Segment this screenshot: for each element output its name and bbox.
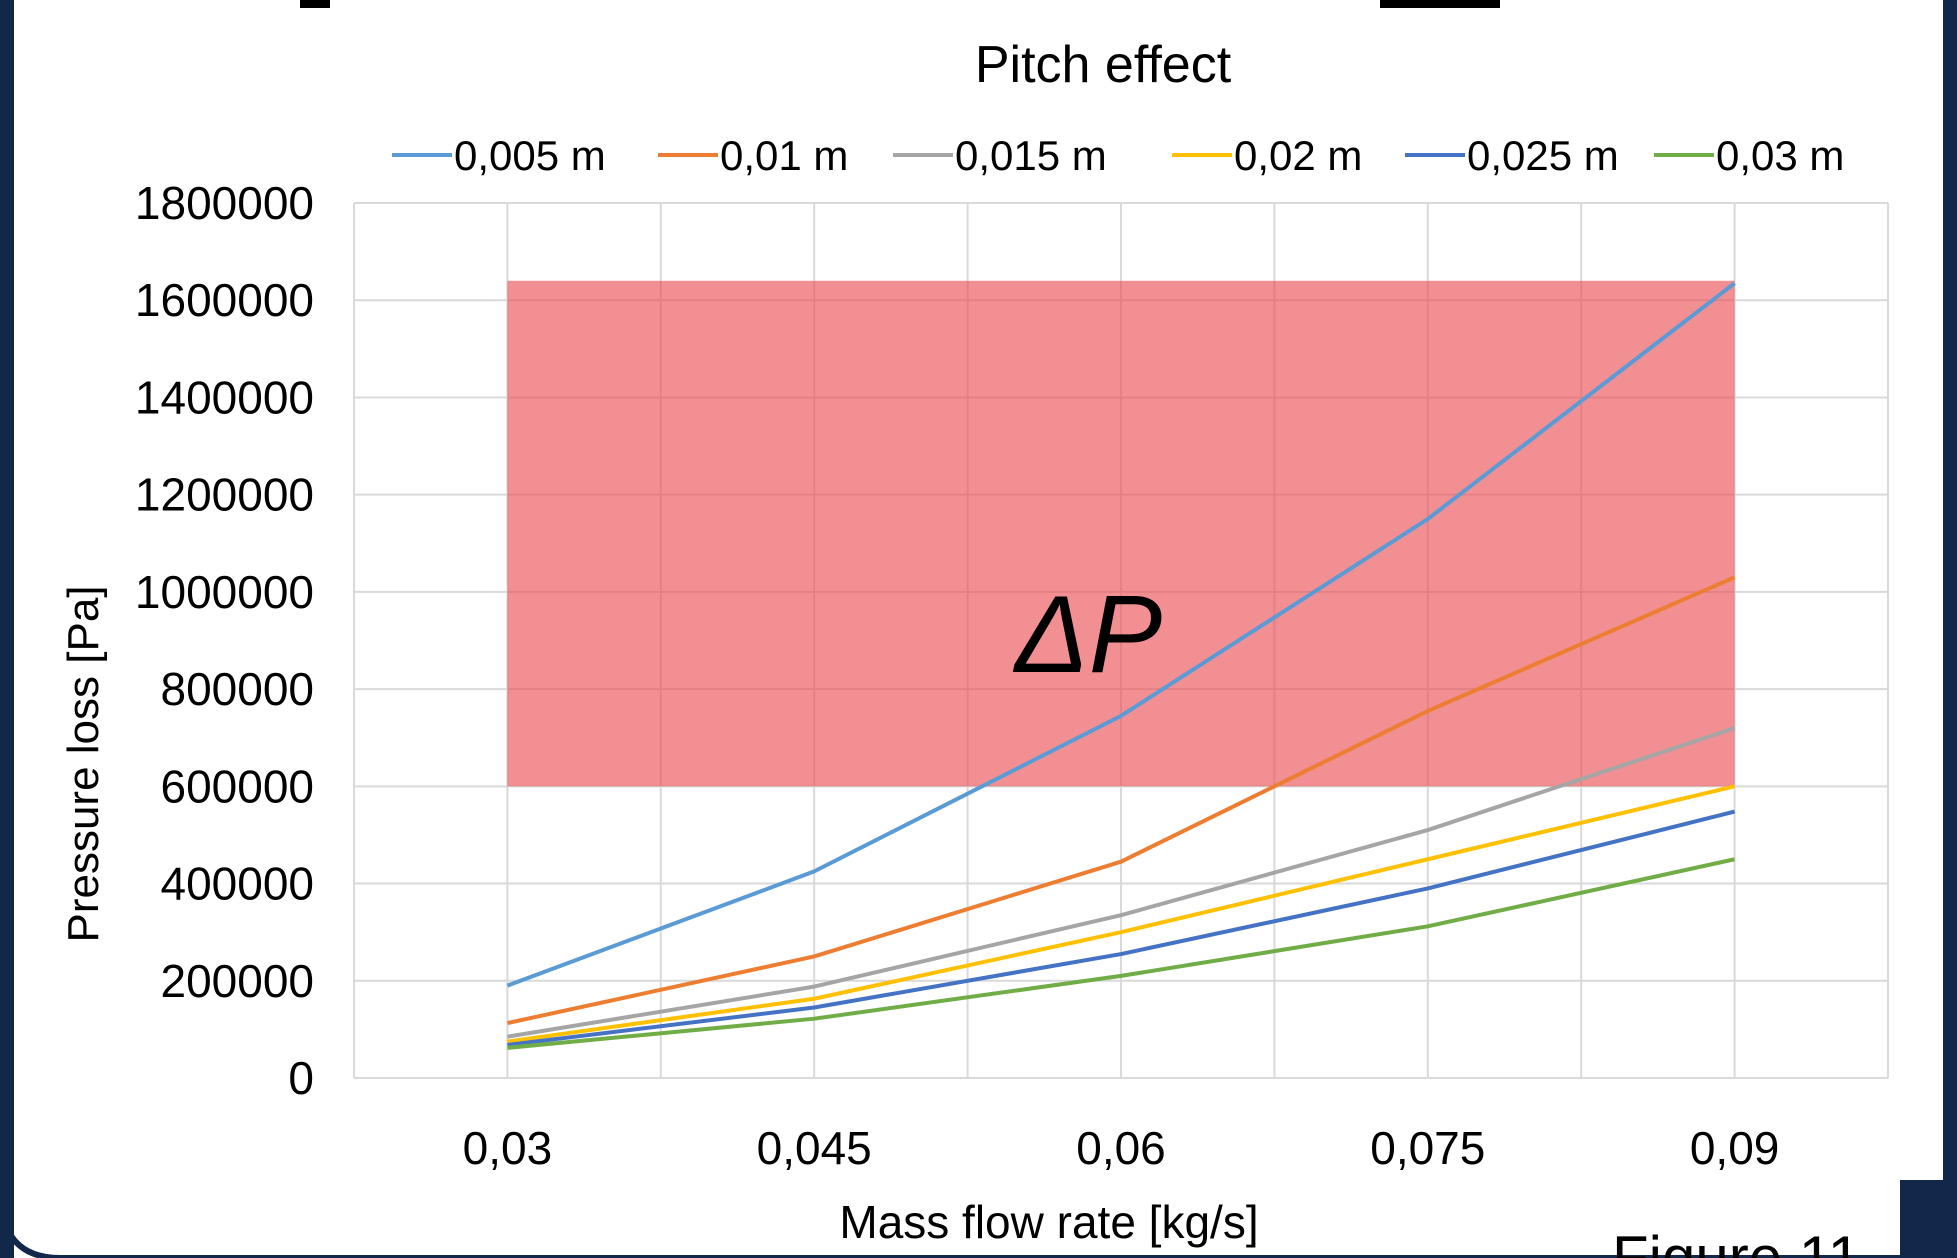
y-tick-label: 1400000 [135,371,314,423]
y-tick-label: 600000 [161,760,315,812]
y-tick-labels: 0 200000 400000 600000 800000 1000000 1200000 1… [135,177,314,1104]
page-frame-left [0,0,14,1258]
y-tick-label: 1200000 [135,469,314,521]
y-tick-label: 800000 [161,663,315,715]
page-frame-right [1943,0,1957,1258]
series-line-1 [506,281,1736,988]
figure-label: Figure 11 [1612,1224,1861,1258]
legend-label-4: 0,02 m [1234,132,1362,179]
legend: 0,005 m 0,01 m 0,015 m 0,02 m 0,025 m 0,03 m [392,132,1844,179]
series-line-6 [507,857,1736,1050]
series-line-4 [507,784,1736,1044]
x-axis-label: Mass flow rate [kg/s] [839,1196,1258,1248]
x-tick-label: 0,045 [757,1122,872,1174]
x-tick-label: 0,03 [463,1122,553,1174]
y-tick-label: 400000 [161,858,315,910]
y-tick-label: 0 [288,1052,314,1104]
y-axis-label: Pressure loss [Pa] [59,585,108,942]
legend-label-5: 0,025 m [1467,132,1619,179]
x-tick-label: 0,09 [1690,1122,1780,1174]
annotation-delta-p: ΔP [1012,573,1162,696]
series-line-5 [507,809,1736,1047]
legend-label-6: 0,03 m [1716,132,1844,179]
chart-title: Pitch effect [975,36,1232,94]
clipped-text-fragment [1380,0,1500,8]
y-tick-label: 1600000 [135,274,314,326]
series-line-3 [507,726,1736,1039]
x-tick-label: 0,075 [1370,1122,1485,1174]
legend-label-1: 0,005 m [454,132,606,179]
legend-label-2: 0,01 m [720,132,848,179]
series-layer [506,281,1736,1050]
x-tick-label: 0,06 [1076,1122,1166,1174]
series-line-2 [506,575,1736,1026]
y-tick-label: 1000000 [135,566,314,618]
y-tick-label: 1800000 [135,177,314,229]
highlight-band [507,280,1735,787]
clipped-text-fragment [300,0,330,8]
page-frame-bottom-right-corner [1900,1180,1957,1258]
legend-label-3: 0,015 m [955,132,1107,179]
x-tick-labels: 0,03 0,045 0,06 0,075 0,09 [463,1122,1780,1174]
highlight-band-layer [507,280,1735,787]
y-tick-label: 200000 [161,955,315,1007]
